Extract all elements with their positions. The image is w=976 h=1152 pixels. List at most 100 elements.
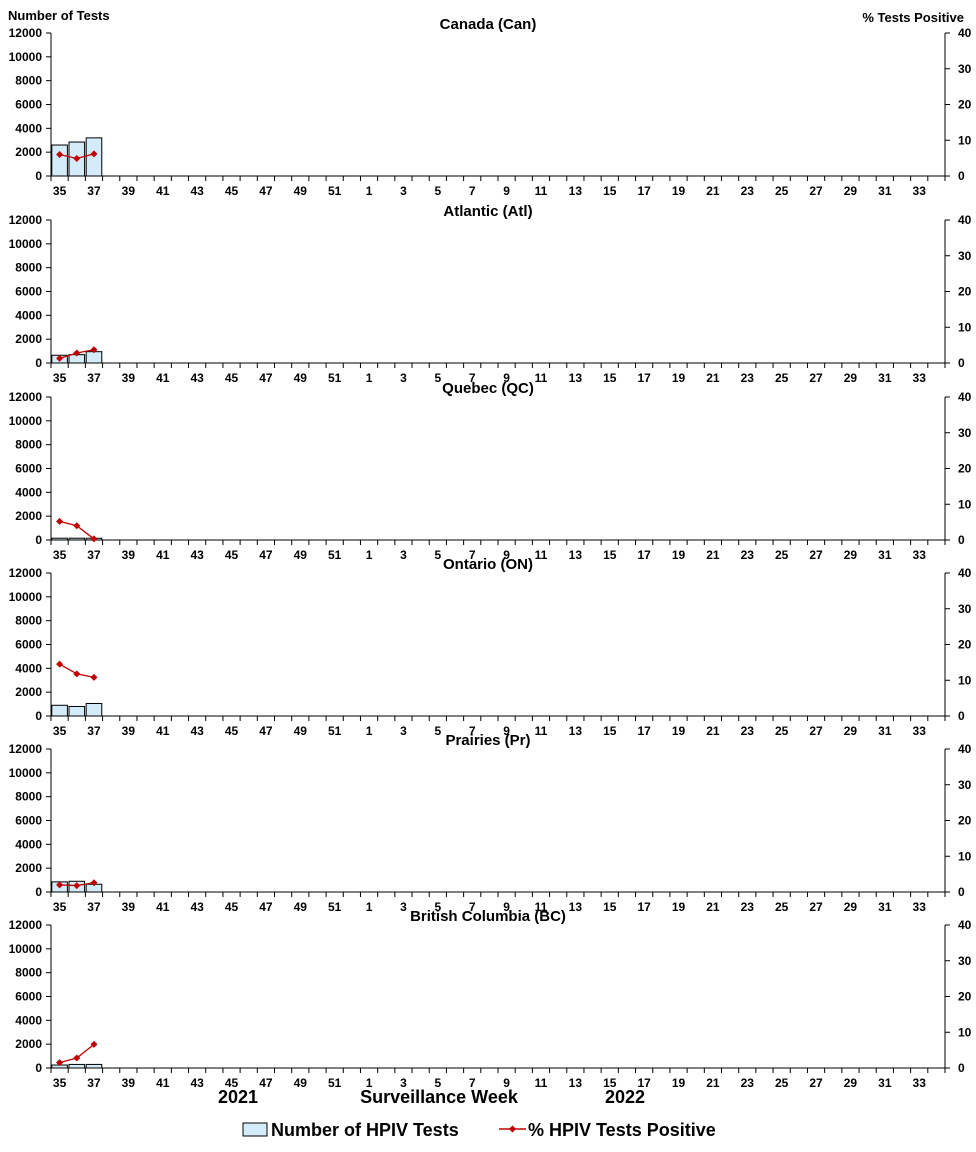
line-point [56, 151, 64, 159]
x-tick-label: 37 [87, 724, 101, 738]
x-tick-label: 29 [844, 184, 858, 198]
x-tick-label: 13 [569, 371, 583, 385]
panel-title: British Columbia (BC) [410, 908, 566, 925]
y-tick-label: 8000 [15, 966, 42, 980]
y2-tick-label: 10 [958, 497, 972, 511]
x-tick-label: 31 [878, 900, 892, 914]
line-point [90, 879, 98, 887]
x-tick-label: 35 [53, 1076, 67, 1090]
x-tick-label: 33 [913, 371, 927, 385]
y2-tick-label: 10 [958, 673, 972, 687]
y2-tick-label: 20 [958, 990, 972, 1004]
y-tick-label: 0 [35, 885, 42, 899]
x-tick-label: 25 [775, 1076, 789, 1090]
x-tick-label: 11 [535, 900, 548, 914]
x-tick-label: 5 [434, 900, 441, 914]
line-point [73, 349, 81, 357]
x-tick-label: 19 [672, 548, 686, 562]
x-tick-label: 41 [156, 371, 170, 385]
y-tick-label: 0 [35, 1061, 42, 1075]
x-tick-label: 19 [672, 900, 686, 914]
x-tick-label: 3 [400, 184, 407, 198]
x-tick-label: 11 [535, 371, 548, 385]
x-tick-label: 9 [503, 724, 510, 738]
x-tick-label: 51 [328, 548, 342, 562]
y2-tick-label: 30 [958, 62, 972, 76]
legend-bars-label: Number of HPIV Tests [271, 1120, 459, 1140]
x-tick-label: 27 [809, 724, 823, 738]
y-tick-label: 12000 [9, 26, 43, 40]
x-tick-label: 9 [503, 184, 510, 198]
x-tick-label: 23 [741, 184, 755, 198]
x-tick-label: 15 [603, 371, 617, 385]
y2-tick-label: 30 [958, 426, 972, 440]
right-axis-title: % Tests Positive [862, 10, 964, 25]
x-tick-label: 43 [190, 548, 204, 562]
x-tick-label: 17 [637, 371, 651, 385]
x-tick-label: 21 [706, 548, 720, 562]
line-point [56, 881, 64, 889]
x-tick-label: 17 [637, 1076, 651, 1090]
y-tick-label: 2000 [15, 685, 42, 699]
x-tick-label: 49 [294, 371, 308, 385]
x-tick-label: 15 [603, 724, 617, 738]
x-tick-label: 47 [259, 371, 273, 385]
y-tick-label: 2000 [15, 861, 42, 875]
y2-tick-label: 30 [958, 249, 972, 263]
panel-2: Quebec (QC) 0 2000 4000 6000 8000 10000 12000 0 1… [9, 380, 972, 562]
x-tick-label: 19 [672, 1076, 686, 1090]
x-tick-label: 23 [741, 548, 755, 562]
x-tick-label: 17 [637, 184, 651, 198]
x-tick-label: 13 [569, 724, 583, 738]
x-tick-label: 41 [156, 548, 170, 562]
panel-4: Prairies (Pr) 0 2000 4000 6000 8000 10000 12000… [9, 732, 972, 914]
x-tick-label: 5 [434, 548, 441, 562]
x-tick-label: 51 [328, 724, 342, 738]
y-tick-label: 2000 [15, 1037, 42, 1051]
y-tick-label: 12000 [9, 390, 43, 404]
x-tick-label: 11 [535, 184, 548, 198]
x-tick-label: 27 [809, 184, 823, 198]
x-tick-label: 33 [913, 724, 927, 738]
x-tick-label: 37 [87, 1076, 101, 1090]
x-tick-label: 37 [87, 184, 101, 198]
y2-tick-label: 20 [958, 285, 972, 299]
x-tick-label: 51 [328, 184, 342, 198]
x-tick-label: 47 [259, 184, 273, 198]
x-tick-label: 27 [809, 1076, 823, 1090]
x-tick-label: 5 [434, 184, 441, 198]
x-tick-label: 29 [844, 548, 858, 562]
panel-1: Atlantic (Atl)02000400060008000100001200… [9, 203, 972, 385]
x-tick-label: 29 [844, 900, 858, 914]
x-tick-label: 9 [503, 1076, 510, 1090]
panel-5: British Columbia (BC)0200040006000800010… [9, 908, 972, 1090]
x-tick-label: 29 [844, 371, 858, 385]
x-tick-label: 13 [569, 548, 583, 562]
y-tick-label: 8000 [15, 261, 42, 275]
y-tick-label: 2000 [15, 332, 42, 346]
bar [68, 537, 86, 541]
y2-tick-label: 40 [958, 566, 972, 580]
x-tick-label: 45 [225, 724, 239, 738]
x-tick-label: 7 [469, 724, 476, 738]
x-tick-label: 21 [706, 371, 720, 385]
y2-tick-label: 0 [958, 169, 965, 183]
x-tick-label: 13 [569, 900, 583, 914]
x-tick-label: 39 [122, 371, 136, 385]
y2-tick-label: 30 [958, 602, 972, 616]
x-tick-label: 45 [225, 1076, 239, 1090]
line-point [56, 660, 64, 668]
y-tick-label: 6000 [15, 462, 42, 476]
x-tick-label: 33 [913, 1076, 927, 1090]
y-tick-label: 4000 [15, 661, 42, 675]
x-tick-label: 39 [122, 1076, 136, 1090]
panel-title: Ontario (ON) [443, 556, 533, 573]
panel-3: Ontario (ON) 0 2000 4000 6000 8000 10000 12000 0… [9, 556, 972, 738]
line-point [90, 535, 98, 543]
bar [51, 537, 68, 541]
y-tick-label: 10000 [9, 414, 43, 428]
bar [51, 144, 68, 177]
x-tick-label: 7 [469, 184, 476, 198]
y-tick-label: 6000 [15, 98, 42, 112]
